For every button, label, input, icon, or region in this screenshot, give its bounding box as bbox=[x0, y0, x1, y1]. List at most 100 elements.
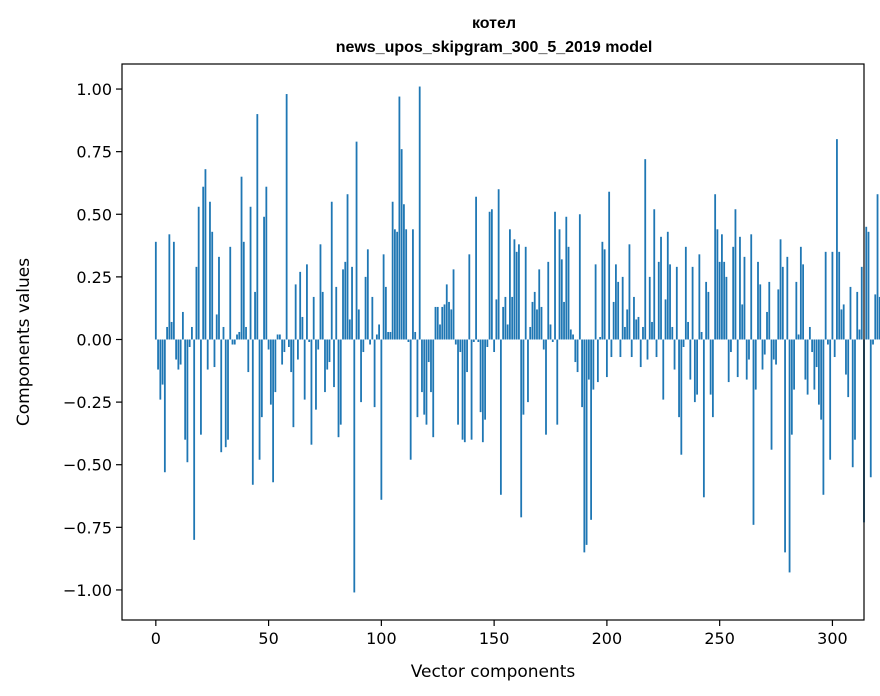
bar bbox=[231, 339, 234, 345]
bar bbox=[646, 339, 649, 360]
bar bbox=[452, 269, 455, 340]
bar bbox=[574, 339, 577, 363]
bar bbox=[181, 311, 184, 340]
bar bbox=[619, 339, 622, 358]
bar bbox=[513, 239, 516, 340]
bar bbox=[854, 339, 856, 440]
bar bbox=[330, 201, 333, 340]
bar bbox=[292, 339, 295, 428]
bar bbox=[592, 339, 595, 390]
bar bbox=[563, 301, 565, 340]
bar bbox=[432, 339, 435, 438]
bar bbox=[220, 339, 223, 453]
bar bbox=[200, 339, 202, 435]
bar bbox=[380, 339, 383, 500]
bar bbox=[874, 294, 877, 340]
bar bbox=[799, 246, 802, 340]
x-axis-label: Vector components bbox=[411, 662, 576, 682]
bar bbox=[233, 339, 236, 345]
bar bbox=[197, 206, 200, 340]
bar bbox=[565, 216, 568, 340]
bar bbox=[488, 211, 491, 340]
bar bbox=[168, 234, 171, 340]
bar bbox=[290, 339, 293, 373]
bar bbox=[373, 339, 376, 408]
bar bbox=[269, 339, 272, 405]
y-tick-label: −0.25 bbox=[63, 393, 112, 412]
bar bbox=[389, 331, 392, 340]
bar bbox=[303, 339, 306, 400]
bar bbox=[784, 339, 786, 553]
bar bbox=[459, 339, 462, 353]
bar bbox=[739, 236, 741, 340]
bar bbox=[793, 339, 795, 390]
bar bbox=[603, 249, 606, 340]
y-tick-label: −0.50 bbox=[63, 456, 112, 475]
bar bbox=[711, 339, 714, 418]
bar bbox=[511, 296, 514, 340]
bar bbox=[707, 291, 710, 340]
bar bbox=[328, 339, 331, 363]
bar bbox=[346, 194, 349, 340]
bar bbox=[393, 229, 396, 340]
bar bbox=[247, 339, 250, 373]
bar bbox=[497, 189, 500, 340]
bar bbox=[630, 339, 633, 358]
bar bbox=[218, 256, 220, 340]
bar bbox=[642, 326, 644, 340]
bar bbox=[572, 334, 574, 340]
bar bbox=[838, 251, 841, 340]
bar bbox=[387, 331, 390, 340]
bar bbox=[610, 339, 613, 358]
bar bbox=[831, 251, 834, 340]
y-tick-label: 0.75 bbox=[76, 143, 112, 162]
bar bbox=[836, 139, 838, 340]
bar bbox=[445, 284, 448, 340]
bar bbox=[662, 339, 665, 400]
bar bbox=[529, 326, 532, 340]
bar bbox=[578, 214, 581, 340]
bar bbox=[263, 216, 265, 340]
y-tick-label: 0.00 bbox=[76, 330, 112, 349]
bar bbox=[768, 281, 771, 340]
bar bbox=[858, 329, 861, 340]
bar bbox=[872, 339, 874, 345]
bar bbox=[157, 339, 159, 370]
bar bbox=[520, 339, 523, 518]
bar bbox=[772, 339, 775, 360]
bar bbox=[576, 339, 579, 373]
bar bbox=[750, 234, 753, 340]
bar bbox=[427, 339, 430, 363]
bar bbox=[484, 339, 486, 420]
bar bbox=[184, 339, 187, 440]
bar bbox=[748, 339, 750, 360]
bar bbox=[680, 339, 683, 455]
bar bbox=[249, 206, 252, 340]
bar bbox=[166, 326, 168, 340]
bar bbox=[639, 339, 642, 368]
bar bbox=[398, 96, 401, 340]
bar bbox=[486, 339, 489, 348]
y-tick-label: 0.25 bbox=[76, 268, 112, 287]
bar bbox=[723, 261, 726, 340]
bar bbox=[481, 339, 484, 443]
bar bbox=[172, 241, 175, 340]
bar bbox=[752, 339, 755, 525]
bar bbox=[254, 291, 256, 340]
bar bbox=[617, 281, 620, 340]
x-tick-label: 150 bbox=[479, 629, 510, 648]
bar bbox=[551, 339, 554, 342]
y-axis-label: Components values bbox=[14, 258, 34, 426]
bar bbox=[777, 289, 780, 340]
bar bbox=[714, 194, 717, 340]
bar bbox=[409, 339, 412, 460]
bar bbox=[335, 286, 338, 340]
bar bbox=[439, 324, 441, 340]
bar bbox=[664, 299, 667, 340]
bar bbox=[542, 339, 545, 350]
bar bbox=[283, 339, 286, 353]
bar bbox=[366, 249, 369, 340]
bar bbox=[829, 339, 832, 460]
bar bbox=[312, 296, 315, 340]
